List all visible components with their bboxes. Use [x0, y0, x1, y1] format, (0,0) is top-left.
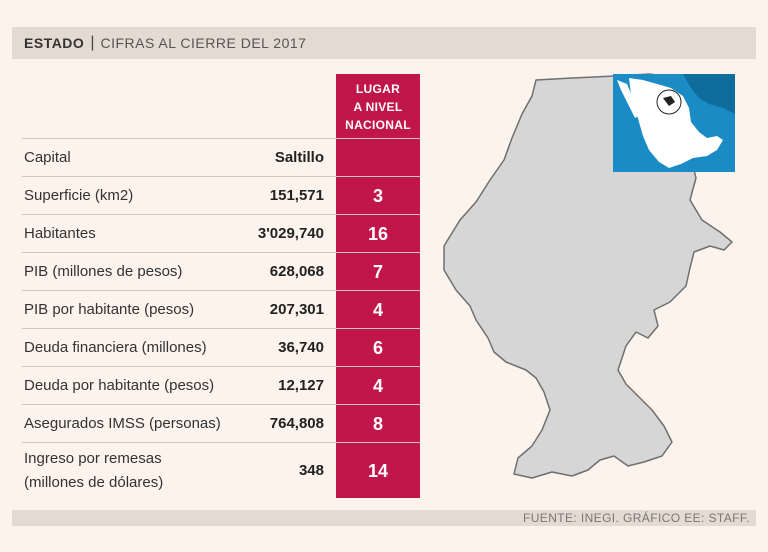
rank-header-line-1: LUGAR [355, 82, 401, 96]
row-label: Deuda financiera (millones) [24, 339, 207, 356]
header-title: ESTADO [24, 35, 85, 51]
table-row: PIB por habitante (pesos) 207,301 4 [22, 290, 420, 329]
row-value: Saltillo [274, 149, 324, 166]
mexico-inset-map-icon [613, 74, 735, 172]
row-label: PIB por habitante (pesos) [24, 301, 195, 318]
row-label: Deuda por habitante (pesos) [24, 377, 215, 394]
rank-column [336, 74, 420, 498]
row-label: Capital [24, 149, 71, 166]
row-rank: 7 [372, 262, 383, 282]
row-label: Asegurados IMSS (personas) [24, 415, 221, 432]
row-rank: 16 [367, 224, 389, 244]
row-label: Superficie (km2) [24, 187, 134, 204]
table-row: Superficie (km2) 151,571 3 [22, 176, 420, 215]
row-label: Habitantes [24, 225, 96, 242]
row-value: 36,740 [278, 339, 324, 356]
row-label-line-2: (millones de dólares) [24, 474, 164, 491]
row-value: 3'029,740 [257, 225, 324, 242]
table-row: Habitantes 3'029,740 16 [22, 214, 420, 253]
row-rank: 8 [372, 414, 383, 434]
row-value: 151,571 [269, 187, 324, 204]
row-value: 628,068 [269, 263, 324, 280]
row-rank: 6 [372, 338, 383, 358]
footer-source: FUENTE: INEGI. GRÁFICO EE: STAFF. [523, 511, 750, 525]
header-separator: | [90, 34, 95, 51]
table-row: Capital Saltillo [22, 138, 420, 177]
coahuila-map-icon [443, 73, 733, 479]
rank-column-header: LUGAR A NIVEL NACIONAL [336, 80, 420, 134]
row-value: 207,301 [269, 301, 324, 318]
table-row: Deuda financiera (millones) 36,740 6 [22, 328, 420, 367]
footer-bar [12, 510, 756, 526]
rank-header-line-2: A NIVEL [353, 100, 403, 114]
table-row: PIB (millones de pesos) 628,068 7 [22, 252, 420, 291]
row-label: Ingreso por remesas [24, 450, 162, 467]
header-bar: ESTADO | CIFRAS AL CIERRE DEL 2017 [12, 27, 756, 59]
row-rank: 4 [372, 376, 383, 396]
rank-header-line-3: NACIONAL [345, 118, 411, 132]
row-value: 764,808 [269, 415, 324, 432]
row-rank: 3 [372, 186, 383, 206]
header-subtitle: CIFRAS AL CIERRE DEL 2017 [100, 35, 307, 51]
row-value: 348 [298, 462, 324, 479]
table-row: Ingreso por remesas (millones de dólares… [22, 442, 420, 499]
row-rank: 14 [367, 461, 389, 481]
row-rank: 4 [372, 300, 383, 320]
table-row: Deuda por habitante (pesos) 12,127 4 [22, 366, 420, 405]
row-value: 12,127 [278, 377, 324, 394]
row-label: PIB (millones de pesos) [24, 263, 183, 280]
table-row: Asegurados IMSS (personas) 764,808 8 [22, 404, 420, 443]
